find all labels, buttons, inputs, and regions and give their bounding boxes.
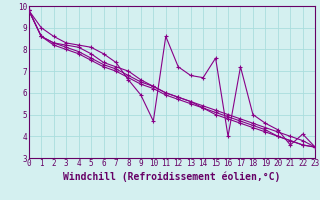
X-axis label: Windchill (Refroidissement éolien,°C): Windchill (Refroidissement éolien,°C) [63, 171, 281, 182]
